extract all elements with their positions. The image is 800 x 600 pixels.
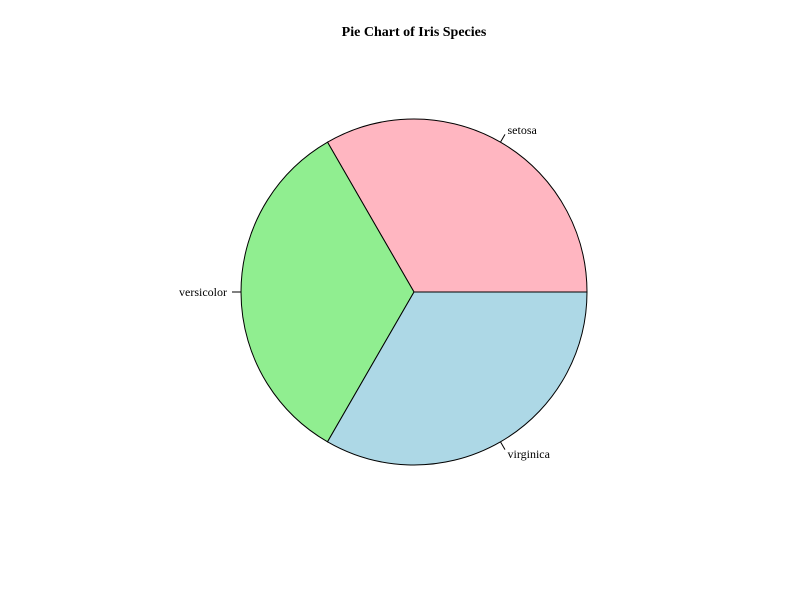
pie-slice-labels: setosa versicolor virginica [179,123,551,461]
pie-slice-virginica [326,291,588,466]
leader-line-virginica [500,441,506,450]
pie-slice-setosa [326,118,588,293]
slice-label-virginica: virginica [508,447,551,461]
slice-label-versicolor: versicolor [179,285,227,299]
chart-title: Pie Chart of Iris Species [342,25,487,40]
pie-slices [240,118,588,466]
slice-label-setosa: setosa [508,123,538,137]
pie-slice-versicolor [240,141,415,443]
leader-line-setosa [500,134,506,143]
pie-leader-lines [232,134,506,450]
